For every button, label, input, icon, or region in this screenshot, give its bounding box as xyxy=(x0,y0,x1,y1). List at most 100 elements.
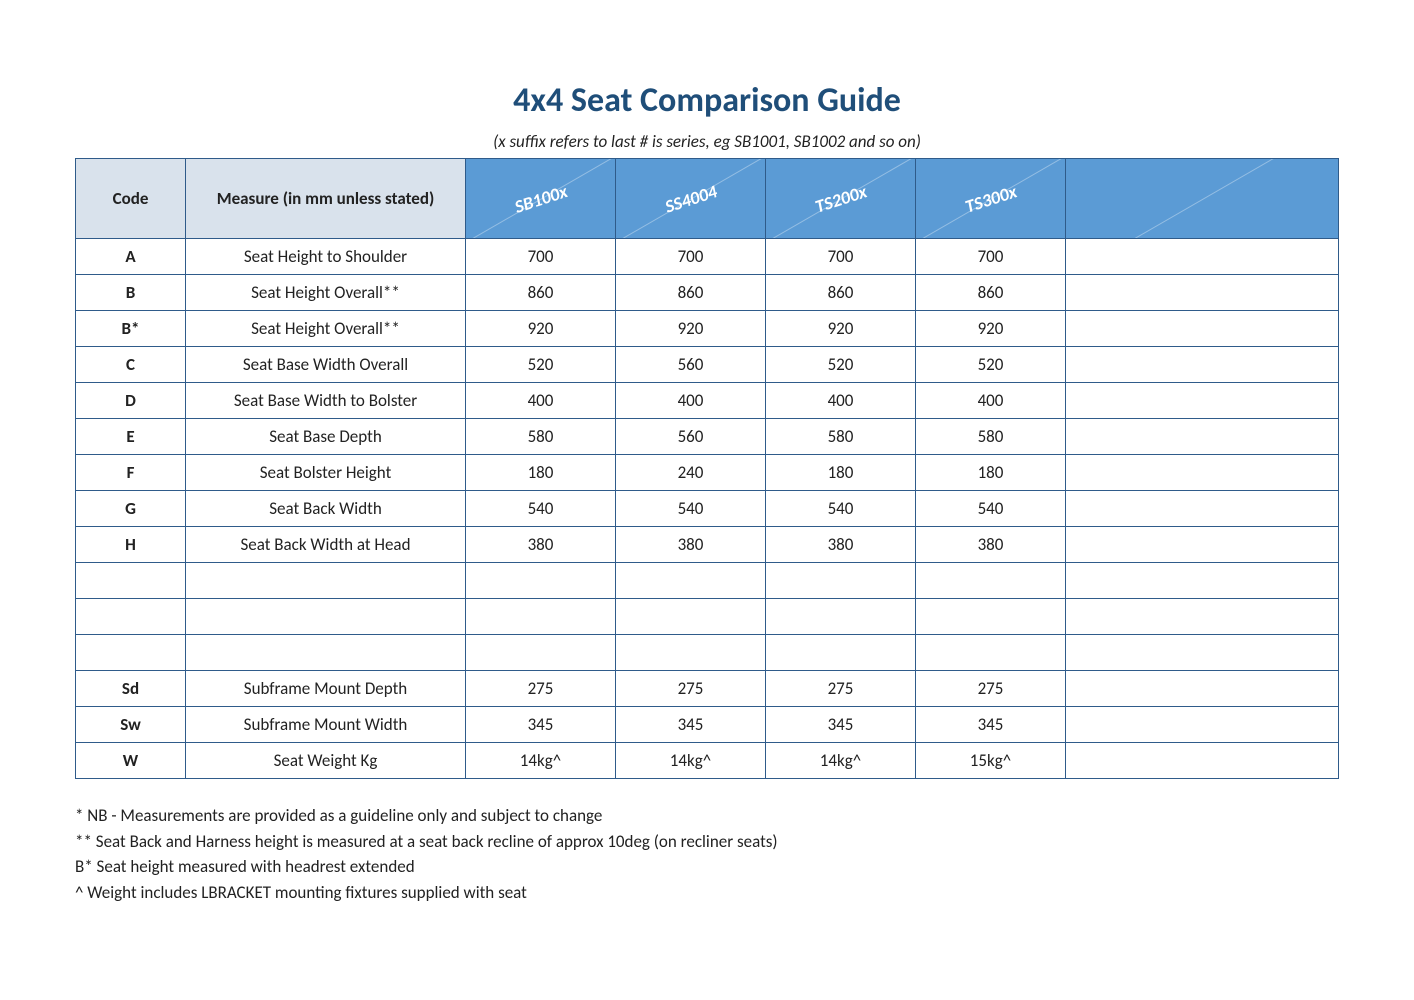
value-cell: 540 xyxy=(616,491,766,527)
table-row: SwSubframe Mount Width345345345345 xyxy=(76,707,1339,743)
table-header-row: Code Measure (in mm unless stated) SB100… xyxy=(76,159,1339,239)
code-cell xyxy=(76,563,186,599)
footnotes: * NB - Measurements are provided as a gu… xyxy=(75,803,1339,905)
value-cell xyxy=(1066,707,1339,743)
value-cell: 700 xyxy=(916,239,1066,275)
value-cell: 400 xyxy=(766,383,916,419)
value-cell: 14kg^ xyxy=(616,743,766,779)
value-cell: 580 xyxy=(466,419,616,455)
value-cell: 14kg^ xyxy=(766,743,916,779)
page-subtitle: (x suffix refers to last # is series, eg… xyxy=(75,131,1339,152)
value-cell: 860 xyxy=(916,275,1066,311)
value-cell xyxy=(1066,527,1339,563)
code-cell: C xyxy=(76,347,186,383)
table-body: ASeat Height to Shoulder700700700700BSea… xyxy=(76,239,1339,779)
value-cell: 920 xyxy=(466,311,616,347)
value-cell: 180 xyxy=(766,455,916,491)
table-row: CSeat Base Width Overall520560520520 xyxy=(76,347,1339,383)
code-cell xyxy=(76,599,186,635)
value-cell: 540 xyxy=(766,491,916,527)
value-cell: 345 xyxy=(466,707,616,743)
code-cell: G xyxy=(76,491,186,527)
table-row: HSeat Back Width at Head380380380380 xyxy=(76,527,1339,563)
value-cell: 560 xyxy=(616,347,766,383)
product-label: SS4004 xyxy=(662,180,719,217)
value-cell: 580 xyxy=(916,419,1066,455)
value-cell: 275 xyxy=(916,671,1066,707)
table-row: ASeat Height to Shoulder700700700700 xyxy=(76,239,1339,275)
measure-cell xyxy=(186,563,466,599)
value-cell: 380 xyxy=(766,527,916,563)
value-cell xyxy=(1066,419,1339,455)
code-cell: Sd xyxy=(76,671,186,707)
value-cell: 345 xyxy=(616,707,766,743)
value-cell: 700 xyxy=(616,239,766,275)
table-row: BSeat Height Overall**860860860860 xyxy=(76,275,1339,311)
code-cell: H xyxy=(76,527,186,563)
value-cell: 520 xyxy=(466,347,616,383)
col-header-product xyxy=(1066,159,1339,239)
footnote: * NB - Measurements are provided as a gu… xyxy=(75,803,1339,829)
value-cell xyxy=(616,563,766,599)
measure-cell: Seat Bolster Height xyxy=(186,455,466,491)
value-cell xyxy=(916,635,1066,671)
measure-cell: Seat Base Width Overall xyxy=(186,347,466,383)
measure-cell: Subframe Mount Width xyxy=(186,707,466,743)
value-cell: 345 xyxy=(916,707,1066,743)
code-cell: E xyxy=(76,419,186,455)
value-cell: 860 xyxy=(766,275,916,311)
footnote: ^ Weight includes LBRACKET mounting fixt… xyxy=(75,880,1339,906)
value-cell xyxy=(916,599,1066,635)
value-cell: 240 xyxy=(616,455,766,491)
value-cell xyxy=(766,563,916,599)
table-row xyxy=(76,635,1339,671)
code-cell: W xyxy=(76,743,186,779)
measure-cell: Seat Height to Shoulder xyxy=(186,239,466,275)
value-cell xyxy=(1066,383,1339,419)
measure-cell xyxy=(186,599,466,635)
value-cell: 180 xyxy=(916,455,1066,491)
value-cell: 860 xyxy=(616,275,766,311)
page-title: 4x4 Seat Comparison Guide xyxy=(75,80,1339,121)
table-row: B*Seat Height Overall**920920920920 xyxy=(76,311,1339,347)
value-cell: 400 xyxy=(916,383,1066,419)
value-cell xyxy=(1066,239,1339,275)
value-cell xyxy=(466,599,616,635)
value-cell: 275 xyxy=(466,671,616,707)
measure-cell: Subframe Mount Depth xyxy=(186,671,466,707)
value-cell: 700 xyxy=(766,239,916,275)
value-cell xyxy=(616,599,766,635)
table-row: SdSubframe Mount Depth275275275275 xyxy=(76,671,1339,707)
value-cell xyxy=(466,563,616,599)
value-cell xyxy=(766,599,916,635)
product-label: TS300x xyxy=(962,180,1019,217)
col-header-measure: Measure (in mm unless stated) xyxy=(186,159,466,239)
value-cell xyxy=(916,563,1066,599)
table-row: DSeat Base Width to Bolster400400400400 xyxy=(76,383,1339,419)
measure-cell: Seat Back Width xyxy=(186,491,466,527)
value-cell xyxy=(1066,599,1339,635)
measure-cell: Seat Back Width at Head xyxy=(186,527,466,563)
value-cell: 540 xyxy=(466,491,616,527)
measure-cell xyxy=(186,635,466,671)
value-cell: 560 xyxy=(616,419,766,455)
value-cell: 700 xyxy=(466,239,616,275)
value-cell xyxy=(1066,311,1339,347)
value-cell: 15kg^ xyxy=(916,743,1066,779)
value-cell: 400 xyxy=(616,383,766,419)
value-cell: 380 xyxy=(616,527,766,563)
value-cell: 345 xyxy=(766,707,916,743)
comparison-table: Code Measure (in mm unless stated) SB100… xyxy=(75,158,1339,779)
value-cell: 180 xyxy=(466,455,616,491)
value-cell xyxy=(1066,275,1339,311)
value-cell xyxy=(466,635,616,671)
col-header-product: SS4004 xyxy=(616,159,766,239)
table-row: GSeat Back Width540540540540 xyxy=(76,491,1339,527)
value-cell: 920 xyxy=(916,311,1066,347)
value-cell xyxy=(1066,635,1339,671)
value-cell: 380 xyxy=(466,527,616,563)
value-cell: 14kg^ xyxy=(466,743,616,779)
footnote: B* Seat height measured with headrest ex… xyxy=(75,854,1339,880)
code-cell: B xyxy=(76,275,186,311)
measure-cell: Seat Base Width to Bolster xyxy=(186,383,466,419)
